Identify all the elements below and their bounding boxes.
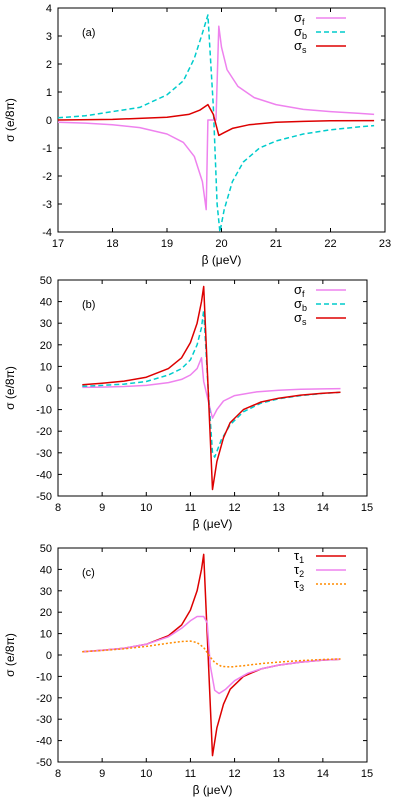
series-line-τ3	[82, 640, 341, 668]
x-tick-label: 10	[140, 768, 152, 780]
y-tick-label: -2	[42, 171, 52, 183]
legend-label: σb	[294, 296, 307, 313]
series-line-σb	[57, 14, 375, 233]
x-tick-label: 14	[317, 768, 329, 780]
y-tick-label: -10	[36, 671, 52, 683]
y-tick-label: 1	[46, 87, 52, 99]
y-tick-label: 0	[46, 115, 52, 127]
y-axis-label: σ (e/8π)	[3, 366, 17, 410]
y-tick-label: -20	[36, 426, 52, 438]
x-tick-label: 10	[140, 502, 152, 514]
legend-label: σs	[294, 38, 307, 55]
legend-label: τ1	[294, 548, 304, 565]
y-tick-label: 10	[40, 629, 52, 641]
plot-frame	[57, 547, 368, 763]
y-axis-label: σ (e/8π)	[3, 98, 17, 142]
x-tick-label: 18	[106, 238, 118, 250]
y-tick-label: -40	[36, 736, 52, 748]
y-tick-label: -40	[36, 469, 52, 481]
panel-b: 8 9 10 11 12 13 14 15 -50 -40 -30 -20 -10 0 10 20 30 40 50…	[3, 275, 373, 531]
x-tick-label: 13	[273, 768, 285, 780]
x-tick-label: 11	[185, 502, 196, 514]
y-tick-label: 2	[46, 59, 52, 71]
x-tick-label: 21	[270, 238, 282, 250]
x-axis-label: β (μeV)	[193, 783, 233, 797]
legend-label: τ3	[294, 576, 304, 593]
y-tick-label: 40	[40, 564, 52, 576]
legend-label: τ2	[294, 562, 304, 579]
y-tick-label: -30	[36, 448, 52, 460]
x-tick-label: 9	[99, 768, 105, 780]
x-tick-label: 23	[379, 238, 391, 250]
x-axis-label: β (μeV)	[202, 253, 242, 267]
y-axis-label: σ (e/8π)	[3, 633, 17, 677]
y-tick-label: 20	[40, 340, 52, 352]
y-tick-label: 50	[40, 543, 52, 555]
legend-label: σs	[294, 310, 307, 327]
x-tick-label: 12	[228, 768, 240, 780]
panel-label: (b)	[82, 299, 95, 311]
y-tick-label: 0	[46, 650, 52, 662]
series-line-τ2	[82, 615, 341, 695]
x-tick-label: 9	[99, 502, 105, 514]
series-line-σs	[82, 285, 341, 491]
x-tick-label: 13	[273, 502, 285, 514]
y-tick-label: 20	[40, 607, 52, 619]
y-tick-label: -50	[36, 757, 52, 769]
y-tick-label: -50	[36, 491, 52, 503]
series-line-σs	[57, 103, 375, 137]
y-tick-label: 3	[46, 31, 52, 43]
y-tick-label: -3	[42, 199, 52, 211]
y-tick-label: 0	[46, 383, 52, 395]
y-tick-label: -1	[42, 143, 52, 155]
y-tick-label: 50	[40, 275, 52, 287]
legend-label: σf	[294, 10, 305, 27]
x-tick-label: 20	[215, 238, 227, 250]
y-tick-label: 30	[40, 318, 52, 330]
y-tick-label: -20	[36, 693, 52, 705]
x-tick-label: 12	[228, 502, 240, 514]
panel-label: (a)	[82, 27, 95, 39]
x-tick-label: 11	[185, 768, 196, 780]
panel-label: (c)	[82, 567, 95, 579]
series-line-σf	[57, 25, 375, 211]
series-line-σf	[82, 357, 341, 419]
y-tick-label: -10	[36, 405, 52, 417]
x-tick-label: 22	[324, 238, 336, 250]
y-tick-label: -4	[42, 227, 52, 239]
y-tick-label: 10	[40, 361, 52, 373]
x-axis-label: β (μeV)	[193, 517, 233, 531]
x-tick-label: 15	[361, 768, 373, 780]
x-tick-label: 8	[55, 768, 61, 780]
x-tick-label: 15	[361, 502, 373, 514]
panel-c: 8 9 10 11 12 13 14 15 -50 -40 -30 -20 -10 0 10 20 30 40 50…	[3, 543, 373, 797]
y-tick-label: 40	[40, 297, 52, 309]
legend-label: σf	[294, 282, 305, 299]
x-tick-label: 19	[161, 238, 173, 250]
x-tick-label: 14	[317, 502, 329, 514]
y-tick-label: -30	[36, 714, 52, 726]
y-tick-label: 4	[46, 3, 52, 15]
plot-frame	[57, 279, 368, 497]
x-tick-label: 8	[55, 502, 61, 514]
series-line-σb	[82, 309, 341, 458]
legend-label: σb	[294, 24, 307, 41]
x-tick-label: 17	[52, 238, 64, 250]
y-tick-label: 30	[40, 586, 52, 598]
